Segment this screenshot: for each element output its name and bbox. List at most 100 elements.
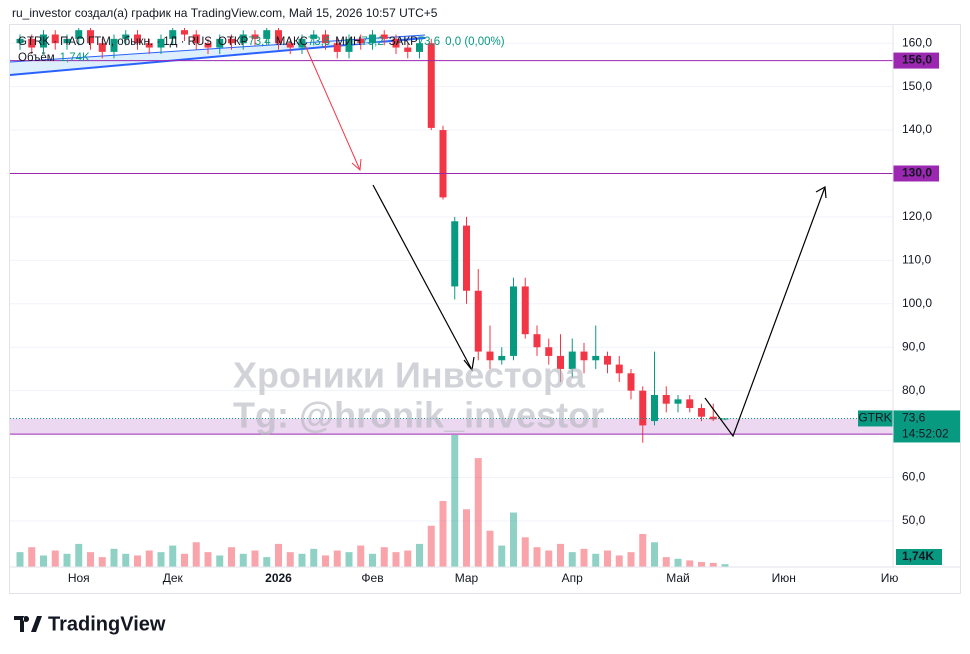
y-tick-label: 90,0 xyxy=(902,339,926,353)
candle-body xyxy=(75,30,83,39)
legend-volume: Объём 1,74K xyxy=(18,52,90,64)
volume-bar xyxy=(439,501,447,567)
candle-body xyxy=(169,30,177,39)
volume-bar xyxy=(510,512,517,567)
volume-bar xyxy=(298,553,306,567)
arrow xyxy=(304,44,361,171)
candle-body xyxy=(545,347,553,356)
volume-bar xyxy=(568,552,576,567)
legend-label: МАКС xyxy=(276,36,308,48)
volume-bar xyxy=(192,542,200,567)
y-tick-label: 80,0 xyxy=(902,383,926,397)
x-tick-label: Дек xyxy=(163,571,184,585)
candle-body xyxy=(157,38,165,48)
volume-bar xyxy=(216,555,224,567)
footer-logo: TradingView xyxy=(48,613,166,635)
volume-bar xyxy=(686,560,694,567)
volume-bar xyxy=(404,550,412,567)
candle-body xyxy=(533,334,541,348)
candle-body xyxy=(345,38,353,52)
volume-bar xyxy=(16,552,24,567)
x-tick-label: Мар xyxy=(455,571,479,585)
x-tick-label: Фев xyxy=(361,571,383,585)
volume-bar xyxy=(416,543,423,567)
volume-bar xyxy=(51,550,59,567)
candle-body xyxy=(110,38,118,52)
legend-label: ЗАКР xyxy=(389,36,418,48)
volume-bar xyxy=(310,548,318,567)
candle-body xyxy=(604,355,611,365)
countdown-label: 14:52:02 xyxy=(902,427,949,441)
symbol-tag xyxy=(858,410,893,427)
candle-body xyxy=(40,34,47,48)
candle-body xyxy=(181,30,188,35)
volume-tag xyxy=(896,549,942,565)
candle-body xyxy=(228,38,235,44)
volume-bar xyxy=(662,557,670,567)
candle-body xyxy=(463,225,470,291)
legend-value: 1,74K xyxy=(60,52,90,64)
level-tag xyxy=(893,165,939,182)
candle-body xyxy=(698,408,705,417)
y-tick-label: 100,0 xyxy=(902,296,932,310)
candle-body xyxy=(63,38,71,44)
volume-bar xyxy=(28,547,36,567)
watermark: Хроники Инвестора xyxy=(233,355,586,396)
volume-bar xyxy=(286,552,294,567)
candle-body xyxy=(510,286,517,356)
candle-body xyxy=(557,355,564,369)
x-tick-label: Ию xyxy=(881,571,899,585)
legend-label: МИН xyxy=(335,36,361,48)
candle-body xyxy=(615,364,623,374)
x-tick-label: Июн xyxy=(772,571,796,585)
volume-bar xyxy=(639,534,647,567)
volume-bar xyxy=(674,558,682,567)
candle-body xyxy=(439,130,447,198)
legend: GTRK · ПАО ГТМ, обыкн. · 1Д · RUS ОТКР73,… xyxy=(18,36,505,48)
candle-body xyxy=(662,395,670,404)
volume-bar xyxy=(498,545,506,567)
symbol-label: GTRK xyxy=(858,411,891,425)
volume-bar xyxy=(181,553,188,567)
volume-bar xyxy=(239,553,247,567)
candle-body xyxy=(322,34,329,44)
y-tick-label: 160,0 xyxy=(902,35,932,49)
candle-body xyxy=(357,38,365,44)
candle-body xyxy=(263,30,271,39)
candle-body xyxy=(451,221,459,287)
volume-bar xyxy=(134,555,141,567)
candle-body xyxy=(134,34,141,44)
candle-body xyxy=(16,38,24,44)
candle-body xyxy=(592,355,600,361)
candle-body xyxy=(298,38,306,48)
candle-body xyxy=(239,34,247,44)
watermark: Tg: @hronik_investor xyxy=(233,395,604,436)
candle-body xyxy=(580,351,588,361)
level-label: 130,0 xyxy=(902,166,932,180)
volume-bar xyxy=(463,509,470,567)
candle-body xyxy=(122,34,130,39)
y-tick-label: 110,0 xyxy=(902,253,931,267)
y-tick-label: 150,0 xyxy=(902,79,932,93)
candle-body xyxy=(427,43,435,128)
volume-bar xyxy=(486,530,494,567)
volume-bar xyxy=(75,543,83,567)
x-tick-label: Май xyxy=(666,571,690,585)
candle-body xyxy=(416,43,423,52)
candle-body xyxy=(192,34,200,44)
volume-bar xyxy=(63,553,71,567)
volume-bar xyxy=(580,548,588,567)
logo-icon xyxy=(14,616,42,632)
volume-bar xyxy=(110,548,118,567)
candle-body xyxy=(251,34,259,39)
candle-body xyxy=(333,43,341,52)
candle-body xyxy=(686,399,694,409)
volume-bar xyxy=(40,555,47,567)
level-tag xyxy=(893,52,939,69)
legend-symbol: GTRK · ПАО ГТМ, обыкн. · 1Д · RUS xyxy=(18,36,212,48)
volume-bar xyxy=(709,562,717,567)
candle-body xyxy=(286,43,294,48)
